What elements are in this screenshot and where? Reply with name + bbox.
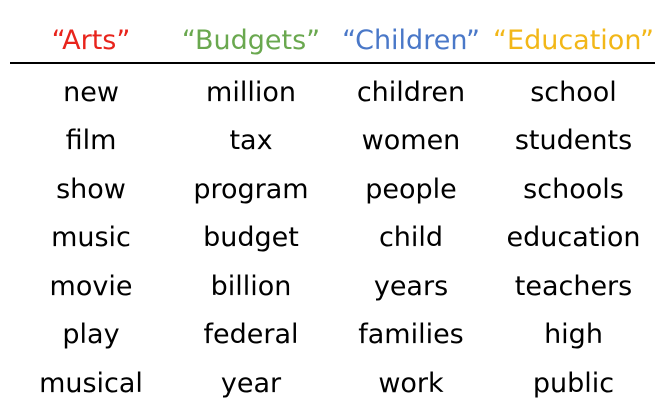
cell-education: schools	[523, 173, 624, 205]
cell-arts: show	[56, 173, 126, 205]
cell-budgets: billion	[210, 270, 292, 302]
cell-budgets: federal	[203, 319, 299, 351]
cell-budgets: program	[193, 173, 309, 205]
header-children: “Children”	[342, 24, 480, 56]
table-row: show program people schools	[10, 165, 655, 214]
cell-education: teachers	[514, 270, 633, 302]
cell-education: school	[530, 76, 617, 108]
cell-arts: film	[65, 125, 117, 157]
cell-education: high	[544, 319, 603, 351]
cell-children: years	[373, 270, 449, 302]
cell-children: work	[378, 367, 444, 399]
cell-education: students	[514, 125, 633, 157]
cell-arts: movie	[49, 270, 133, 302]
cell-budgets: million	[206, 76, 296, 108]
cell-children: children	[356, 76, 466, 108]
cell-children: child	[378, 222, 444, 254]
cell-arts: musical	[39, 367, 143, 399]
header-budgets: “Budgets”	[181, 24, 321, 56]
cell-children: families	[358, 319, 464, 351]
table-row: new million children school	[10, 68, 655, 117]
header-rule	[10, 62, 655, 64]
table-body: new million children school film tax wom…	[10, 64, 655, 408]
header-arts: “Arts”	[51, 24, 131, 56]
cell-budgets: year	[220, 367, 282, 399]
cell-budgets: budget	[203, 222, 299, 254]
cell-arts: new	[63, 76, 119, 108]
table-row: music budget child education	[10, 214, 655, 263]
cell-education: education	[506, 222, 641, 254]
cell-children: women	[361, 125, 461, 157]
table-row: play federal families high	[10, 311, 655, 360]
cell-budgets: tax	[229, 125, 273, 157]
header-education: “Education”	[493, 24, 654, 56]
cell-arts: music	[51, 222, 131, 254]
topic-word-table: “Arts” “Budgets” “Children” “Education” …	[10, 18, 655, 408]
cell-children: people	[365, 173, 457, 205]
table-row: musical year work public	[10, 359, 655, 408]
header-row: “Arts” “Budgets” “Children” “Education”	[10, 18, 655, 62]
cell-arts: play	[62, 319, 120, 351]
table-row: film tax women students	[10, 117, 655, 166]
table-row: movie billion years teachers	[10, 262, 655, 311]
cell-education: public	[532, 367, 615, 399]
